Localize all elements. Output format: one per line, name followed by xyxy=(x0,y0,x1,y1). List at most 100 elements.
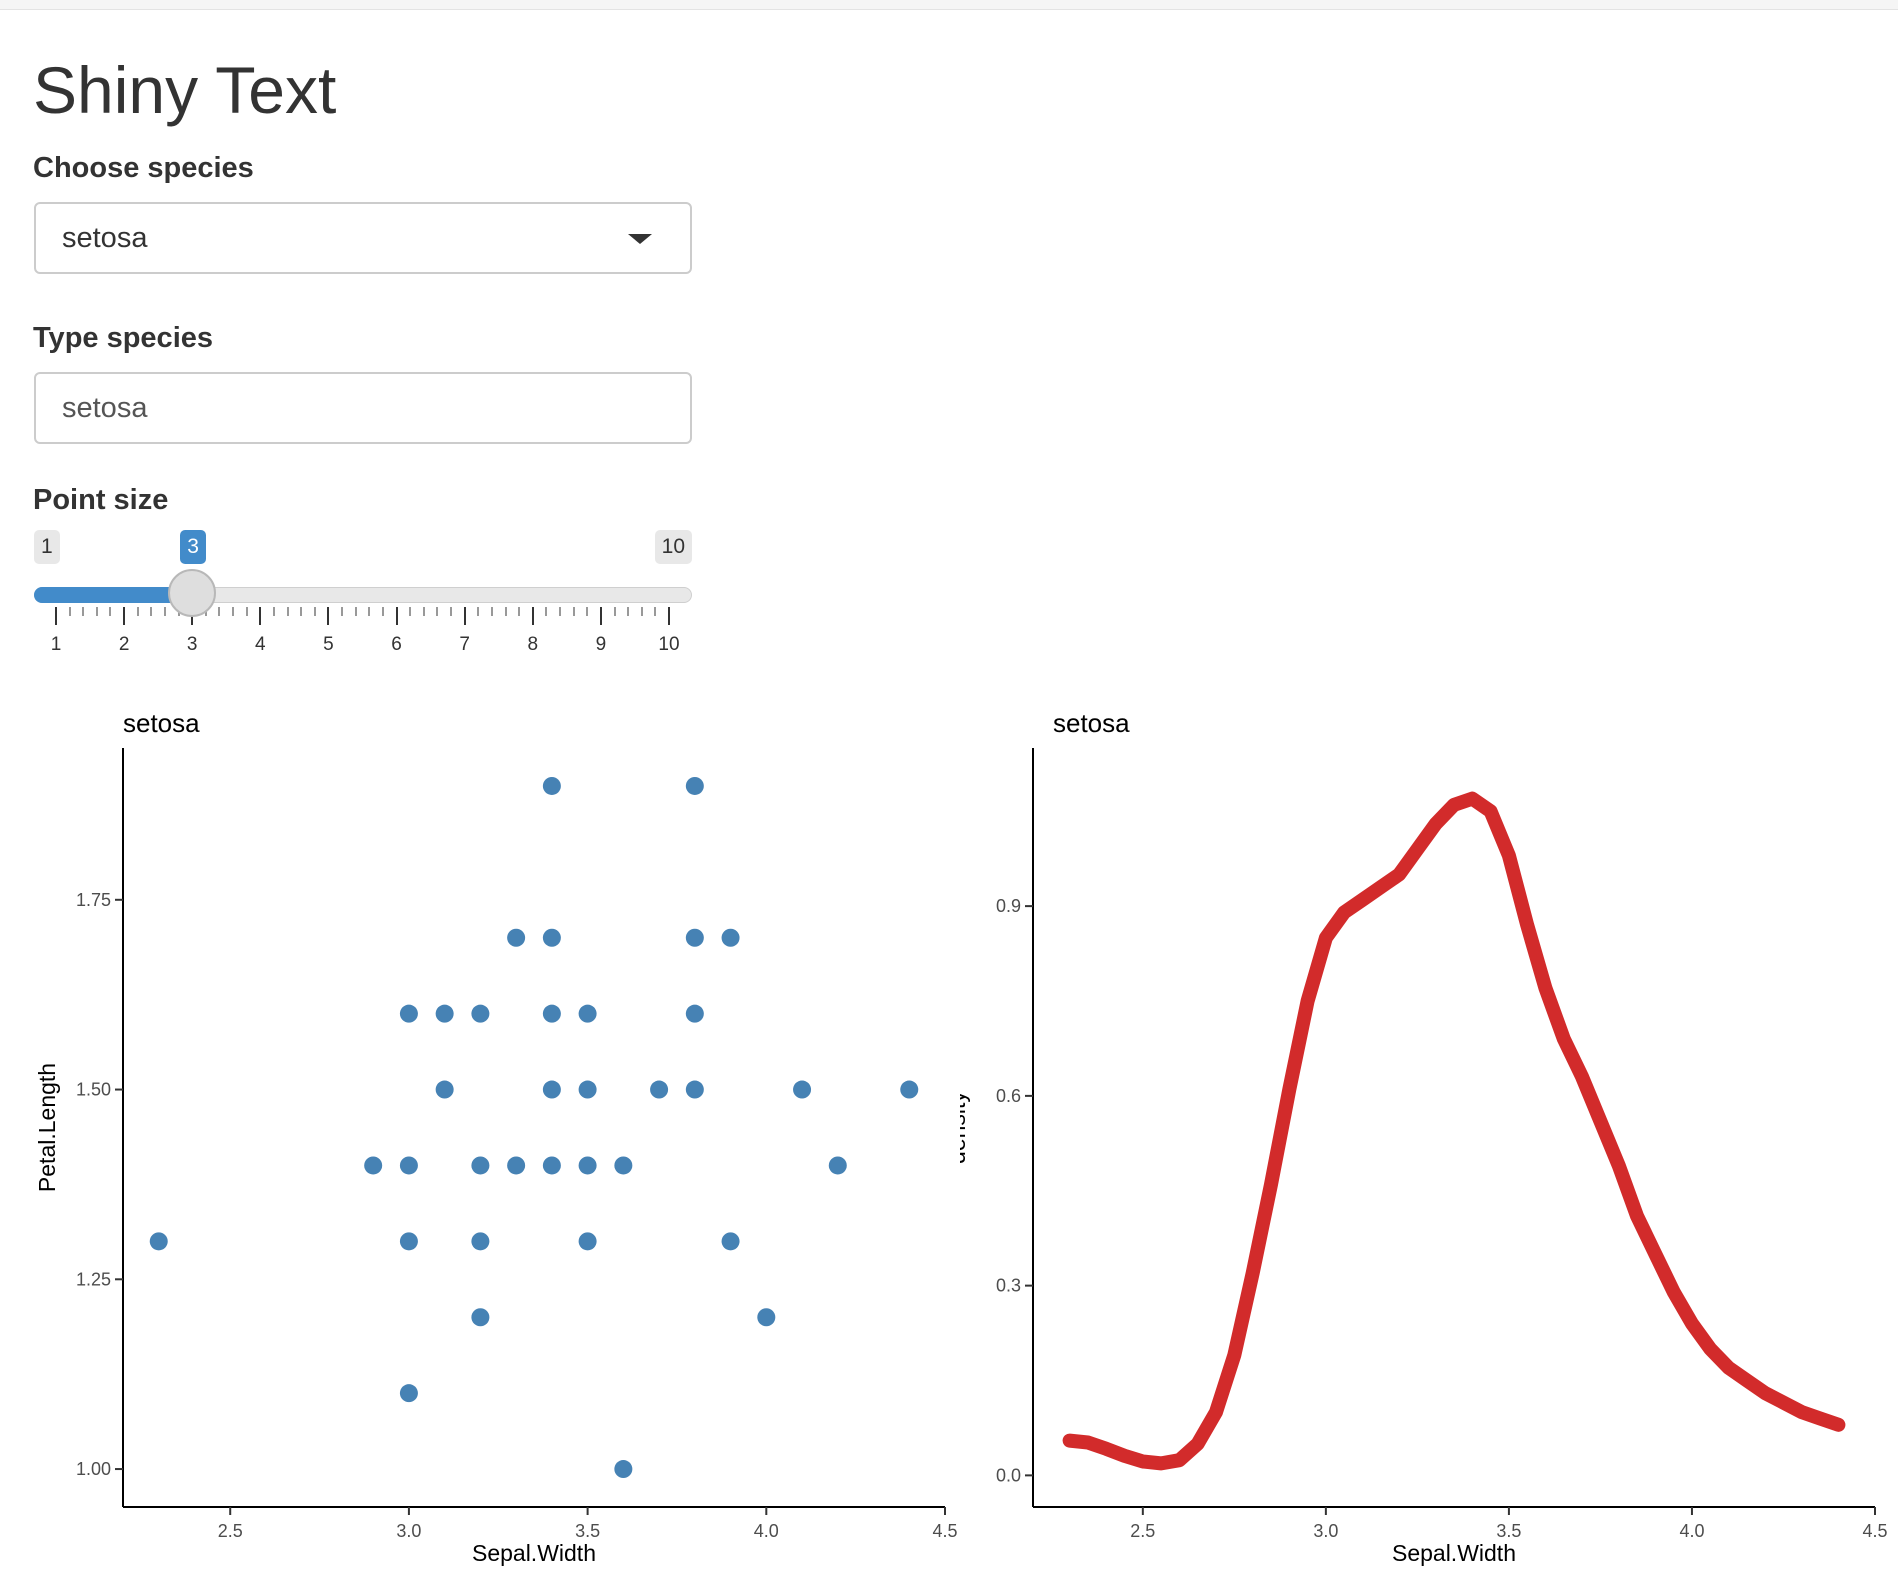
slider-minor-tick xyxy=(218,607,221,616)
slider-minor-tick xyxy=(490,607,493,616)
data-point xyxy=(542,776,561,795)
slider-minor-tick xyxy=(504,607,507,616)
chevron-down-icon[interactable] xyxy=(628,234,652,244)
data-point xyxy=(685,1004,704,1023)
slider-tick-label: 4 xyxy=(255,634,266,655)
slider-major-tick xyxy=(327,607,330,625)
slider-minor-tick xyxy=(82,607,85,616)
slider-tick-label: 6 xyxy=(391,634,402,655)
data-point xyxy=(542,1156,561,1175)
slider-minor-tick xyxy=(572,607,575,616)
slider-minor-tick xyxy=(272,607,275,616)
slider-tick-label: 5 xyxy=(323,634,334,655)
data-point xyxy=(685,1080,704,1099)
y-tick-label: 0.6 xyxy=(996,1086,1021,1106)
species-select-value: setosa xyxy=(62,222,148,254)
slider-major-tick xyxy=(395,607,398,625)
chart-title: setosa xyxy=(123,708,200,738)
data-point xyxy=(507,928,526,947)
slider-minor-tick xyxy=(313,607,316,616)
data-point xyxy=(650,1080,669,1099)
data-point xyxy=(542,928,561,947)
slider-tick-label: 3 xyxy=(186,634,198,655)
data-point xyxy=(149,1232,168,1251)
slider-minor-tick xyxy=(477,607,480,616)
slider-minor-tick xyxy=(409,607,412,616)
slider-minor-tick xyxy=(245,607,248,616)
data-point xyxy=(399,1232,418,1251)
y-tick-label: 0.9 xyxy=(996,896,1021,916)
slider-minor-tick xyxy=(341,607,344,616)
slider-minor-tick xyxy=(300,607,303,616)
x-tick-label: 4.0 xyxy=(1679,1521,1704,1541)
data-point xyxy=(614,1156,633,1175)
type-species-label: Type species xyxy=(33,322,214,354)
slider-minor-tick xyxy=(422,607,425,616)
data-point xyxy=(471,1156,490,1175)
data-point xyxy=(685,776,704,795)
slider-major-tick xyxy=(55,607,57,625)
point-size-slider[interactable]: 1 10 3 1 2 3 4 5 6 7 8 9 10 xyxy=(34,530,694,670)
data-point xyxy=(399,1156,418,1175)
slider-handle[interactable] xyxy=(168,569,217,617)
y-tick-label: 1.75 xyxy=(76,890,111,910)
y-tick-label: 1.00 xyxy=(76,1459,111,1479)
slider-major-tick xyxy=(599,607,602,625)
slider-minor-tick xyxy=(95,607,98,616)
x-tick-label: 4.5 xyxy=(1862,1521,1887,1541)
x-tick-label: 2.5 xyxy=(1130,1521,1155,1541)
x-tick-label: 4.5 xyxy=(932,1521,957,1541)
choose-species-label: Choose species xyxy=(33,152,254,184)
data-point xyxy=(614,1460,633,1479)
top-strip xyxy=(0,0,1898,10)
slider-minor-tick xyxy=(163,607,166,616)
data-point xyxy=(471,1308,490,1327)
point-size-label: Point size xyxy=(33,484,169,516)
slider-minor-tick xyxy=(559,607,562,616)
data-point xyxy=(721,1232,740,1251)
x-tick-label: 3.0 xyxy=(396,1521,421,1541)
slider-minor-tick xyxy=(150,607,153,616)
slider-minor-tick xyxy=(586,607,589,616)
slider-minor-tick xyxy=(381,607,384,616)
slider-value-label: 3 xyxy=(180,530,206,564)
slider-major-tick xyxy=(123,607,126,625)
slider-major-tick xyxy=(259,607,262,625)
x-axis-label: Sepal.Width xyxy=(1392,1540,1516,1566)
species-select[interactable]: setosa xyxy=(34,202,692,274)
slider-tick-label: 7 xyxy=(459,634,470,655)
slider-max-label: 10 xyxy=(654,530,692,564)
y-tick-label: 0.0 xyxy=(996,1465,1021,1485)
data-point xyxy=(471,1232,490,1251)
chart-title: setosa xyxy=(1053,708,1130,738)
data-point xyxy=(364,1156,383,1175)
x-tick-label: 3.5 xyxy=(1496,1521,1521,1541)
data-point xyxy=(435,1080,454,1099)
slider-minor-tick xyxy=(640,607,643,616)
data-point xyxy=(578,1004,597,1023)
slider-minor-tick xyxy=(68,607,71,616)
y-tick-label: 1.50 xyxy=(76,1080,111,1100)
slider-minor-tick xyxy=(436,607,439,616)
slider-fill xyxy=(34,587,193,603)
density-line xyxy=(1062,791,1846,1471)
data-point xyxy=(542,1080,561,1099)
data-point xyxy=(399,1384,418,1403)
slider-minor-tick xyxy=(232,607,235,616)
data-point xyxy=(757,1308,776,1327)
slider-tick-label: 9 xyxy=(595,634,607,655)
data-point xyxy=(828,1156,847,1175)
data-point xyxy=(471,1004,490,1023)
slider-minor-tick xyxy=(518,607,521,616)
slider-minor-tick xyxy=(613,607,616,616)
density-plot: setosa 2.5 3.0 3.5 4.0 4.5 0.0 0.3 0.6 0.9 Sepal.W… xyxy=(960,708,1888,1566)
slider-tick-label: 8 xyxy=(527,634,539,655)
data-point xyxy=(507,1156,526,1175)
slider-tick-label: 2 xyxy=(118,634,130,655)
y-axis-label: Petal.Length xyxy=(34,1063,60,1192)
data-point xyxy=(578,1156,597,1175)
y-tick-label: 1.25 xyxy=(76,1269,111,1289)
slider-major-tick xyxy=(531,607,534,625)
species-text-input[interactable] xyxy=(34,372,692,444)
x-tick-label: 4.0 xyxy=(754,1521,779,1541)
